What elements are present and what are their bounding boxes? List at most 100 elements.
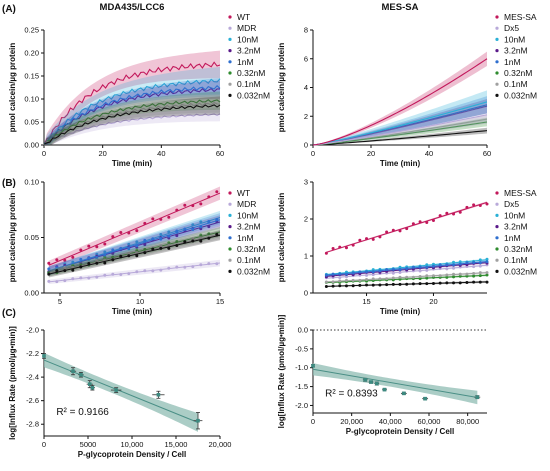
data-point <box>215 190 219 194</box>
x-axis-label: P-glycoprotein Density / Cell <box>346 427 454 436</box>
data-point <box>167 230 171 234</box>
data-point <box>143 269 147 273</box>
data-point <box>458 262 462 266</box>
data-point <box>135 270 139 274</box>
panel-label-b: (B) <box>2 178 16 189</box>
series-line-0-1nM <box>43 101 221 146</box>
data-point <box>47 267 51 271</box>
legend-entry: 0.1nM <box>504 255 528 265</box>
data-point <box>87 244 91 248</box>
data-point <box>47 261 51 265</box>
chart-c-messa: -2.0 -1.5 -1.0 -0.5 0.0 0 20,000 40,000 60,000 80… <box>277 314 487 436</box>
legend-entry: 0.032nM <box>237 90 270 100</box>
data-point <box>71 369 75 374</box>
legend-marker-WT <box>228 191 232 195</box>
data-point <box>338 279 342 283</box>
data-point <box>485 257 489 261</box>
data-point <box>478 261 482 265</box>
data-point <box>458 260 462 264</box>
legend-marker-1nM <box>228 236 232 240</box>
data-point <box>331 284 335 288</box>
data-point <box>452 281 456 285</box>
data-point <box>111 252 115 256</box>
data-point <box>472 271 476 275</box>
x-tick-label: 20 <box>429 297 437 306</box>
x-tick-label: 10 <box>136 297 144 306</box>
data-point <box>151 269 155 273</box>
x-tick-label: 10,000 <box>121 440 144 449</box>
r-squared-annotation: R² = 0.8393 <box>325 388 378 399</box>
data-point <box>478 204 482 208</box>
legend-marker-Dx5 <box>495 202 499 206</box>
data-point <box>369 380 373 384</box>
y-tick-label: 0.05 <box>24 118 39 127</box>
x-axis-label: P-glycoprotein Density / Cell <box>78 450 186 459</box>
data-point <box>183 265 187 269</box>
data-point <box>485 202 489 206</box>
legend-marker-0-1nM <box>495 258 499 262</box>
y-tick-label: 0.05 <box>24 233 39 242</box>
data-point <box>175 234 179 238</box>
x-axis-label: Time (min) <box>112 307 153 316</box>
data-point <box>365 283 369 287</box>
data-point <box>191 237 195 241</box>
data-point <box>423 396 427 401</box>
y-tick-label: 4 <box>304 83 308 92</box>
data-point <box>431 282 435 286</box>
data-point <box>103 250 107 254</box>
data-point <box>143 247 147 251</box>
series-line-10nM <box>312 101 488 146</box>
data-point <box>199 233 203 237</box>
legend-marker-0-32nM <box>228 247 232 251</box>
data-point <box>398 275 402 279</box>
legend-marker-1nM <box>495 236 499 240</box>
data-point <box>458 210 462 214</box>
data-point <box>87 382 92 386</box>
data-point <box>465 205 469 209</box>
legend-marker-0-32nM <box>495 71 499 75</box>
legend-entry: MDR <box>237 23 256 33</box>
data-point <box>405 275 409 279</box>
data-point <box>331 272 335 276</box>
legend-marker-3-2nM <box>228 49 232 53</box>
data-point <box>215 233 219 237</box>
x-tick-label: 20,000 <box>340 417 363 426</box>
data-point <box>127 251 131 255</box>
panel-label-a: (A) <box>2 4 16 15</box>
data-point <box>418 282 422 286</box>
data-point <box>465 272 469 276</box>
band-1nM <box>48 213 220 276</box>
y-axis-label: pmol calcein/µg protein <box>8 43 17 133</box>
data-point <box>391 228 395 232</box>
data-point <box>382 387 387 392</box>
data-point <box>103 261 107 265</box>
legend-entry: 0.1nM <box>504 79 528 89</box>
legend-marker-0-032nM <box>495 93 499 97</box>
data-point <box>111 272 115 276</box>
data-point <box>378 235 382 239</box>
data-point <box>55 266 59 270</box>
data-point <box>191 239 195 243</box>
legend-entry: 0.032nM <box>237 266 270 276</box>
data-point <box>425 265 429 269</box>
legend-marker-0-032nM <box>228 269 232 273</box>
x-tick-label: 0 <box>311 149 315 158</box>
chart-a-messa: 0 2 4 6 8 0 20 40 60 Time (min) pmol calcein/µg pr… <box>277 2 537 168</box>
fit-line-0-032nM <box>48 234 221 275</box>
data-point <box>398 271 402 275</box>
legend-marker-10nM <box>228 37 232 42</box>
chart-a-mda435: 0.00 0.05 0.10 0.15 0.20 0.25 0 20 40 60 Time (min… <box>8 2 270 168</box>
y-tick-label: -2.0 <box>295 401 308 410</box>
legend-entry: Dx5 <box>504 23 519 33</box>
y-tick-label: 0.20 <box>24 49 39 58</box>
data-point <box>127 254 131 258</box>
data-point <box>425 220 429 224</box>
data-point <box>478 280 482 284</box>
data-point <box>458 281 462 285</box>
data-point <box>311 364 315 368</box>
data-point <box>175 265 179 269</box>
data-point <box>183 203 187 207</box>
data-point <box>452 275 456 279</box>
data-point <box>159 237 163 241</box>
data-point <box>119 230 123 234</box>
